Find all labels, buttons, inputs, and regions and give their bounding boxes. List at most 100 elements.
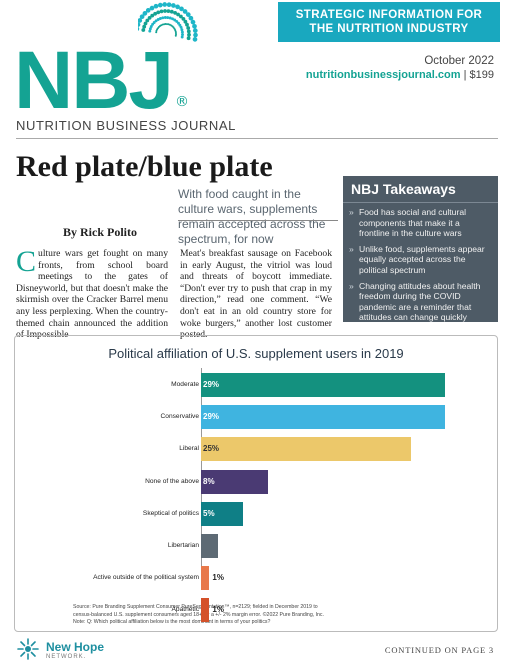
burst-dot: [175, 4, 180, 10]
bar-value-label: 8%: [203, 476, 215, 486]
burst-dot: [173, 11, 177, 15]
burst-dot: [188, 15, 194, 21]
category-label: Active outside of the political system: [93, 574, 199, 582]
burst-dot: [157, 2, 163, 8]
burst-dot: [142, 11, 148, 16]
bar: [201, 373, 445, 397]
takeaways-title: NBJ Takeaways: [343, 176, 498, 203]
category-label: None of the above: [145, 477, 199, 485]
network-sub: NETWORK.: [46, 654, 87, 660]
chart-panel: Political affiliation of U.S. supplement…: [14, 335, 498, 632]
burst-dot: [139, 14, 145, 20]
burst-dot: [186, 36, 191, 41]
body-column-2: Meat's breakfast sausage on Facebook in …: [180, 248, 332, 341]
bar: [201, 566, 210, 591]
burst-dot: [138, 22, 141, 27]
website-link[interactable]: nutritionbusinessjournal.com: [305, 69, 461, 81]
burst-dot: [169, 9, 174, 14]
bar-value-label: 29%: [203, 380, 220, 389]
burst-dot: [148, 29, 152, 33]
burst-dot: [149, 5, 155, 11]
bullet-icon: »: [349, 207, 354, 217]
burst-dot: [171, 3, 176, 8]
burst-dot: [187, 32, 191, 37]
bar-value-label: 29%: [203, 412, 220, 422]
burst-dot: [174, 34, 177, 37]
takeaway-item: » Unlike food, supplements appear equally…: [349, 243, 485, 275]
burst-dot: [163, 16, 167, 19]
article-headline: Red plate/blue plate: [16, 150, 273, 183]
nbj-logo: NBJ: [14, 35, 174, 126]
registered-mark: ®: [175, 94, 189, 110]
byline: By Rick Polito: [63, 225, 137, 239]
burst-dot: [155, 31, 158, 34]
publication-name: NUTRITION BUSINESS JOURNAL: [16, 118, 237, 133]
burst-dot: [186, 26, 191, 30]
burst-dot: [180, 35, 184, 39]
takeaway-item: » Food has social and cultural components…: [349, 207, 467, 239]
bar: [201, 469, 269, 494]
burst-dot: [192, 37, 198, 42]
banner-line-1: STRATEGIC INFORMATION FOR: [295, 9, 483, 21]
burst-dot: [145, 18, 150, 23]
category-label: Apathetic: [171, 606, 200, 614]
burst-dot: [166, 9, 171, 14]
nbj-starburst-icon: [138, 2, 198, 42]
burst-dot: [166, 2, 172, 8]
burst-dot: [153, 3, 159, 9]
category-label: Liberal: [179, 445, 199, 453]
burst-dot: [166, 23, 168, 26]
bar: [201, 405, 445, 430]
takeaway-item: » Changing attitudes about health freedom…: [349, 280, 481, 323]
chart-source: Source: Pure Branding Supplement Consume…: [73, 604, 363, 627]
burst-dot: [166, 16, 170, 20]
burst-dot: [181, 33, 184, 37]
burst-dot: [190, 19, 196, 25]
continued-on-page[interactable]: CONTINUED ON PAGE 3: [384, 645, 494, 655]
burst-dot: [176, 12, 180, 17]
burst-dot: [171, 17, 174, 21]
category-label: Conservative: [160, 413, 199, 421]
burst-dot: [138, 18, 143, 23]
burst-dot: [182, 9, 188, 14]
burst-dot: [180, 28, 184, 32]
bar: [201, 501, 244, 526]
burst-dot: [192, 23, 197, 29]
burst-dot: [185, 22, 189, 27]
masthead-divider: [16, 138, 498, 139]
bar: [201, 437, 412, 462]
burst-dot: [143, 21, 148, 26]
burst-dot: [162, 2, 168, 7]
burst-dot: [148, 27, 152, 31]
burst-dot: [179, 6, 184, 12]
body-column-1-text: ulture wars get fought on many fronts, f…: [16, 248, 168, 341]
new-hope-logo-icon: [17, 638, 39, 660]
category-label: Moderate: [171, 381, 199, 388]
bar: [201, 534, 218, 558]
burst-dot: [159, 9, 164, 14]
bar-value-label: 2%: [220, 541, 233, 550]
network-name: New Hope: [46, 640, 105, 654]
burst-dot: [156, 18, 160, 21]
separator: |: [463, 69, 467, 81]
burst-dot: [142, 24, 147, 29]
burst-dot: [161, 23, 164, 26]
burst-dot: [149, 25, 153, 28]
bar-value-label: 1%: [212, 573, 224, 583]
category-label: Libertarian: [167, 542, 199, 549]
burst-dot: [168, 16, 172, 20]
bullet-icon: »: [349, 280, 354, 291]
article-deck: With food caught in the culture wars, su…: [178, 187, 326, 246]
price: $199: [469, 69, 494, 81]
source-line-3: Note: Q: Which political affiliation bel…: [73, 619, 271, 625]
burst-dot: [181, 17, 186, 21]
burst-dot: [178, 23, 182, 27]
burst-dot: [161, 16, 165, 20]
burst-dot: [152, 21, 156, 24]
burst-dot: [141, 28, 146, 32]
burst-dot: [163, 9, 167, 13]
source-line-2: census-balanced U.S. supplement consumer…: [73, 611, 324, 618]
burst-dot: [153, 11, 157, 16]
burst-dot: [180, 30, 184, 34]
